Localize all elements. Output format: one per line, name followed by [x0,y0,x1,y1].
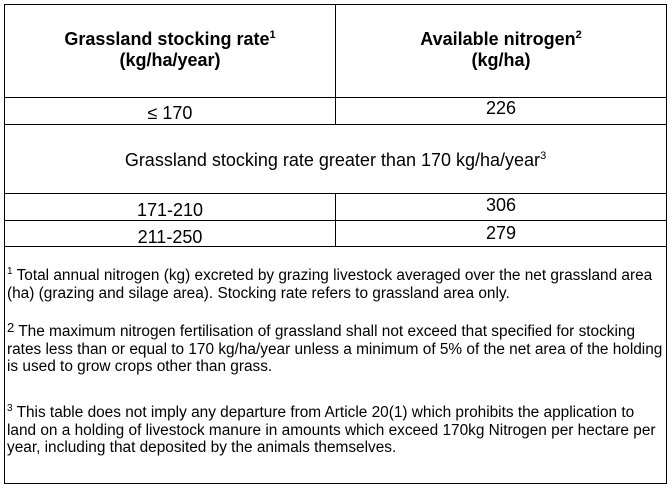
header-stocking-rate: Grassland stocking rate1 (kg/ha/year) [64,29,276,70]
table-row-rate: 171-210 [136,200,204,220]
table-row-rate: ≤ 170 [147,103,193,123]
header-available-nitrogen: Available nitrogen2 (kg/ha) [420,29,582,70]
footnote-marker: 2 [7,320,15,335]
footnote-1: 1 Total annual nitrogen (kg) excreted by… [7,266,653,302]
column-divider [335,193,336,247]
footnote-2: 2 The maximum nitrogen fertilisation of … [7,320,663,375]
section-heading: Grassland stocking rate greater than 170… [124,150,547,170]
footnote-3: 3 This table does not imply any departur… [7,403,656,457]
table-row-nitrogen: 279 [485,223,517,243]
footnote-marker: 3 [7,403,13,414]
stocking-rate-table: Grassland stocking rate1 (kg/ha/year) Av… [4,4,667,484]
table-row-nitrogen: 226 [485,98,517,118]
footnote-marker: 1 [7,266,13,277]
column-divider [335,5,336,125]
table-row-rate: 211-250 [137,227,203,247]
table-row-nitrogen: 306 [485,195,517,215]
